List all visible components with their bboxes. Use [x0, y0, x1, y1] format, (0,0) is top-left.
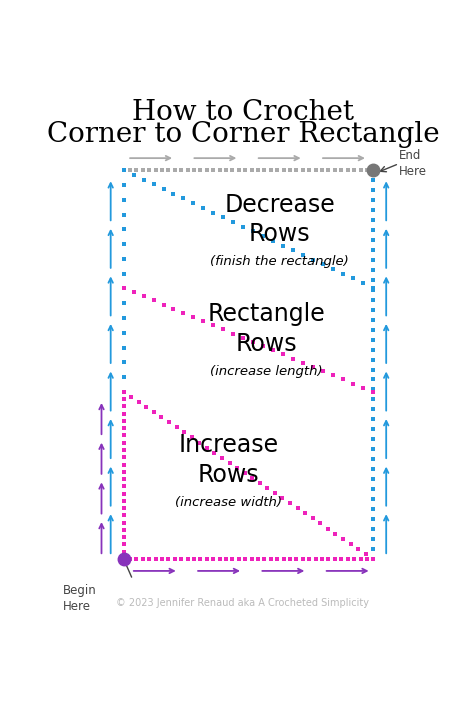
Text: How to Crochet: How to Crochet	[132, 99, 354, 126]
Text: (increase width): (increase width)	[175, 496, 282, 509]
Text: Begin
Here: Begin Here	[63, 584, 97, 612]
Text: (finish the rectangle): (finish the rectangle)	[210, 255, 349, 268]
Text: End
Here: End Here	[399, 149, 427, 178]
Text: Corner to Corner Rectangle: Corner to Corner Rectangle	[46, 121, 439, 148]
Text: Decrease
Rows: Decrease Rows	[224, 193, 335, 246]
Text: (increase length): (increase length)	[210, 365, 323, 378]
Text: © 2023 Jennifer Renaud aka A Crocheted Simplicity: © 2023 Jennifer Renaud aka A Crocheted S…	[117, 598, 369, 608]
Text: Rectangle
Rows: Rectangle Rows	[208, 302, 326, 356]
Text: Increase
Rows: Increase Rows	[178, 434, 278, 487]
